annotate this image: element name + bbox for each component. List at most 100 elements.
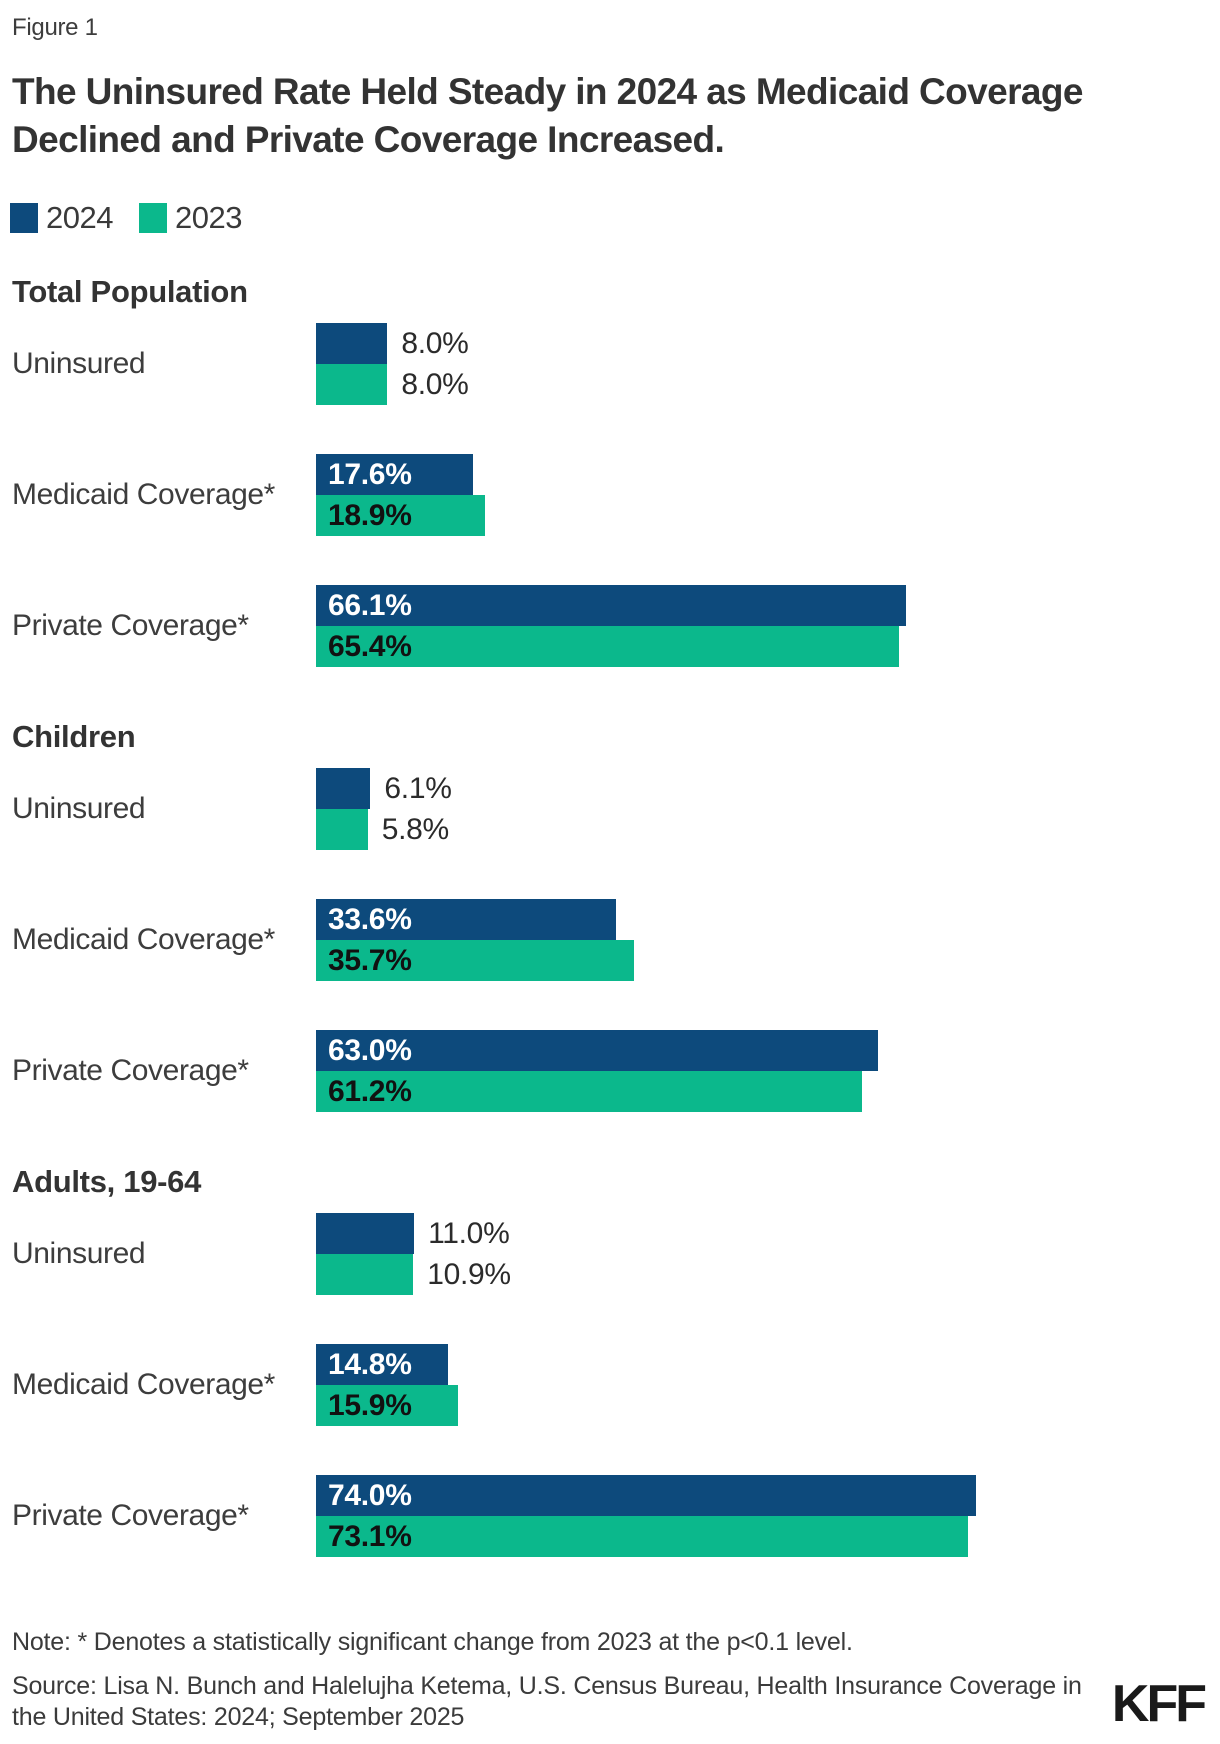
bar-value-label-2023: 8.0% (401, 367, 469, 401)
bar-line-2023: 35.7% (316, 940, 1208, 981)
bar-2023: 73.1% (316, 1516, 969, 1557)
bar-value-label-2024: 33.6% (328, 902, 412, 936)
bar-pair: 8.0% 8.0% (316, 323, 1220, 405)
bar-line-2023: 10.9% (316, 1254, 1208, 1295)
bar-2023: 61.2% (316, 1071, 862, 1112)
bar-line-2024: 14.8% (316, 1344, 1208, 1385)
bar-line-2023: 61.2% (316, 1071, 1208, 1112)
bar-line-2024: 74.0% (316, 1475, 1208, 1516)
legend: 2024 2023 (10, 200, 1220, 236)
chart-row: Medicaid Coverage* 17.6% 18.9% (0, 454, 1220, 536)
row-label: Private Coverage* (12, 1499, 249, 1532)
bar-pair: 11.0% 10.9% (316, 1213, 1220, 1295)
section-header: Adults, 19-64 (12, 1164, 202, 1199)
bar-value-label-2024: 66.1% (328, 588, 412, 622)
row-label: Private Coverage* (12, 609, 249, 642)
source-line-1: Source: Lisa N. Bunch and Halelujha Kete… (12, 1672, 1056, 1700)
bar-line-2023: 18.9% (316, 495, 1208, 536)
legend-label-2024: 2024 (46, 200, 113, 235)
figure-number-label: Figure 1 (12, 14, 98, 41)
chart-row: Medicaid Coverage* 14.8% 15.9% (0, 1344, 1220, 1426)
row-label: Medicaid Coverage* (12, 923, 275, 956)
row-label: Uninsured (12, 1237, 146, 1270)
section-header: Children (12, 719, 136, 754)
bar-value-label-2023: 35.7% (328, 943, 412, 977)
bar-value-label-2024: 8.0% (401, 326, 469, 360)
bar-line-2024: 8.0% (316, 323, 1208, 364)
bar-2024: 74.0% (316, 1475, 977, 1516)
bar-pair: 63.0% 61.2% (316, 1030, 1220, 1112)
bar-value-label-2023: 15.9% (328, 1388, 412, 1422)
bar-line-2023: 15.9% (316, 1385, 1208, 1426)
bar-value-label-2024: 14.8% (328, 1347, 412, 1381)
bar-2023 (316, 809, 368, 850)
bar-2024 (316, 1213, 415, 1254)
bar-line-2024: 63.0% (316, 1030, 1208, 1071)
bar-value-label-2023: 18.9% (328, 498, 412, 532)
bar-value-label-2023: 73.1% (328, 1519, 412, 1553)
chart-row: Uninsured 11.0% 10.9% (0, 1213, 1220, 1295)
bar-2023: 65.4% (316, 626, 900, 667)
chart-row: Private Coverage* 63.0% 61.2% (0, 1030, 1220, 1112)
bar-value-label-2024: 74.0% (328, 1478, 412, 1512)
bar-pair: 74.0% 73.1% (316, 1475, 1220, 1557)
bar-value-label-2024: 11.0% (428, 1216, 510, 1250)
bar-2024 (316, 323, 388, 364)
bar-value-label-2023: 10.9% (427, 1257, 511, 1291)
bar-line-2024: 66.1% (316, 585, 1208, 626)
bar-line-2023: 65.4% (316, 626, 1208, 667)
bar-2024: 63.0% (316, 1030, 878, 1071)
bar-2024: 66.1% (316, 585, 906, 626)
source-line-2: in the United States: 2024; September 20… (12, 1672, 1082, 1731)
bar-line-2024: 17.6% (316, 454, 1208, 495)
chart-title: The Uninsured Rate Held Steady in 2024 a… (12, 68, 1162, 164)
row-label: Medicaid Coverage* (12, 1368, 275, 1401)
bar-2023 (316, 364, 388, 405)
section-header: Total Population (12, 274, 248, 309)
chart-title-line-1: The Uninsured Rate Held Steady in 2024 a… (12, 71, 1083, 112)
bar-2023: 15.9% (316, 1385, 458, 1426)
legend-item-2023: 2023 (138, 200, 242, 236)
row-label: Medicaid Coverage* (12, 478, 275, 511)
chart-row: Uninsured 6.1% 5.8% (0, 768, 1220, 850)
bar-pair: 66.1% 65.4% (316, 585, 1220, 667)
row-label: Uninsured (12, 347, 146, 380)
bar-2024: 14.8% (316, 1344, 449, 1385)
row-label: Private Coverage* (12, 1054, 249, 1087)
legend-swatch-2024 (10, 203, 38, 233)
kff-logo: KFF (1111, 1675, 1207, 1733)
source-citation: Source: Lisa N. Bunch and Halelujha Kete… (12, 1671, 1097, 1733)
bar-line-2024: 6.1% (316, 768, 1208, 809)
bar-line-2023: 5.8% (316, 809, 1208, 850)
bar-pair: 14.8% 15.9% (316, 1344, 1220, 1426)
chart-row: Private Coverage* 66.1% 65.4% (0, 585, 1220, 667)
legend-swatch-2023 (138, 203, 167, 233)
chart-title-line-2: Declined and Private Coverage Increased. (12, 119, 725, 160)
bar-pair: 6.1% 5.8% (316, 768, 1220, 850)
bar-value-label-2023: 5.8% (381, 812, 449, 846)
bar-line-2023: 73.1% (316, 1516, 1208, 1557)
bar-2024: 17.6% (316, 454, 473, 495)
chart-row: Medicaid Coverage* 33.6% 35.7% (0, 899, 1220, 981)
bar-pair: 33.6% 35.7% (316, 899, 1220, 981)
bar-line-2024: 33.6% (316, 899, 1208, 940)
legend-item-2024: 2024 (10, 200, 113, 236)
chart-row: Uninsured 8.0% 8.0% (0, 323, 1220, 405)
bar-line-2024: 11.0% (316, 1213, 1208, 1254)
footnote: Note: * Denotes a statistically signific… (12, 1628, 853, 1656)
bar-line-2023: 8.0% (316, 364, 1208, 405)
bar-pair: 17.6% 18.9% (316, 454, 1220, 536)
bar-2024 (316, 768, 371, 809)
bar-2023: 18.9% (316, 495, 485, 536)
bar-2024: 33.6% (316, 899, 616, 940)
bar-value-label-2023: 61.2% (328, 1074, 412, 1108)
bar-value-label-2024: 63.0% (328, 1033, 412, 1067)
legend-label-2023: 2023 (174, 200, 242, 235)
row-label: Uninsured (12, 792, 146, 825)
bar-2023 (316, 1254, 414, 1295)
bar-2023: 35.7% (316, 940, 635, 981)
chart-row: Private Coverage* 74.0% 73.1% (0, 1475, 1220, 1557)
bar-value-label-2023: 65.4% (328, 629, 412, 663)
bar-chart: Total Population Uninsured 8.0% 8.0% Medicai… (0, 276, 1220, 1557)
